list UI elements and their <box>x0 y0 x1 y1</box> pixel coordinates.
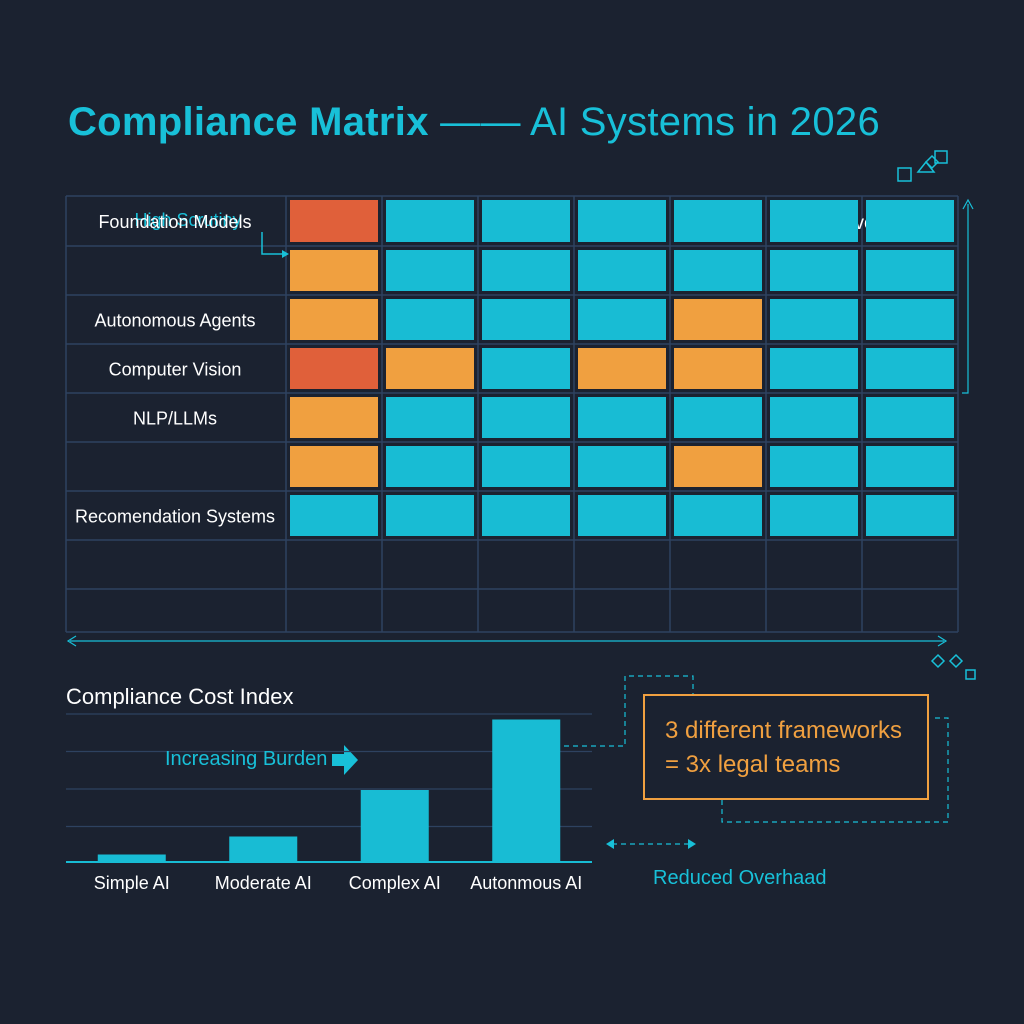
matrix-cell-low <box>866 200 954 242</box>
dashed-connector <box>564 675 694 747</box>
diamond-shape <box>948 653 964 669</box>
bar-category-label: Autonmous AI <box>470 873 582 893</box>
matrix-cell-low <box>386 200 474 242</box>
width-arrow-left-head <box>66 635 77 647</box>
matrix-cell-low <box>578 446 666 487</box>
callout-line-2: = 3x legal teams <box>665 751 841 778</box>
matrix-cell-low <box>482 348 570 389</box>
matrix-cell-low <box>674 250 762 291</box>
corner-arrowhead <box>282 250 289 258</box>
matrix-cell-low <box>482 495 570 536</box>
row-label: Computer Vision <box>109 360 242 380</box>
matrix-cell-low <box>482 446 570 487</box>
title-main: Compliance Matrix <box>68 100 429 144</box>
cost-chart-title: Compliance Cost Index <box>66 684 294 709</box>
matrix-cell-low <box>866 495 954 536</box>
diamond-shape <box>930 653 946 669</box>
row-label: Recomendation Systems <box>75 507 275 527</box>
matrix-cell-low <box>482 200 570 242</box>
bar <box>360 790 429 862</box>
matrix-cell-low <box>482 250 570 291</box>
matrix-cell-low <box>578 200 666 242</box>
corner-label-high-scrutiny: High Scrutiny <box>134 210 241 230</box>
matrix-cell-medium <box>290 397 378 438</box>
matrix-cell-low <box>770 348 858 389</box>
matrix-cell-low <box>866 446 954 487</box>
diamond-shape <box>924 154 940 170</box>
title-separator: —— <box>428 100 530 144</box>
matrix-cell-low <box>674 495 762 536</box>
row-label: Foundation Models <box>98 212 251 232</box>
burden-annotation: Increasing Burden <box>165 748 328 770</box>
bar <box>97 854 166 862</box>
callout-line-1: 3 different frameworks <box>665 717 902 744</box>
matrix-cell-low <box>770 446 858 487</box>
matrix-cell-low <box>386 446 474 487</box>
matrix-cell-high <box>290 348 378 389</box>
matrix-cell-low <box>866 299 954 340</box>
matrix-cell-low <box>770 299 858 340</box>
corner-connector <box>261 232 282 255</box>
square-shape <box>965 669 976 680</box>
matrix-cell-low <box>578 397 666 438</box>
matrix-cell-medium <box>290 250 378 291</box>
matrix-cell-medium <box>674 348 762 389</box>
small-square-shape <box>934 150 948 164</box>
reduced-overhead-label: Reduced Overhaad <box>653 867 827 889</box>
matrix-cell-low <box>866 397 954 438</box>
matrix-cell-low <box>674 397 762 438</box>
matrix-cell-medium <box>290 446 378 487</box>
matrix-cell-high <box>290 200 378 242</box>
bar-category-label: Moderate AI <box>215 873 312 893</box>
square-shape <box>897 167 912 182</box>
title-sub: AI Systems in 2026 <box>529 100 880 144</box>
matrix-cell-low <box>578 299 666 340</box>
matrix-cell-low <box>770 200 858 242</box>
matrix-cell-low <box>386 250 474 291</box>
matrix-cell-medium <box>290 299 378 340</box>
matrix-cell-low <box>770 495 858 536</box>
bar <box>492 719 561 862</box>
matrix-cell-low <box>770 397 858 438</box>
matrix-cell-low <box>770 250 858 291</box>
matrix-cell-low <box>482 397 570 438</box>
matrix-cell-low <box>290 495 378 536</box>
right-bracket-line <box>962 204 969 394</box>
matrix-cell-medium <box>674 446 762 487</box>
matrix-cell-low <box>674 200 762 242</box>
matrix-cell-low <box>866 348 954 389</box>
row-label: NLP/LLMs <box>133 409 217 429</box>
reduced-arrow-right-head <box>688 839 696 849</box>
dashed-connector <box>721 717 949 823</box>
reduced-arrow-left-head <box>606 839 614 849</box>
matrix-cell-medium <box>386 348 474 389</box>
matrix-cell-low <box>578 250 666 291</box>
right-bracket-arrowhead <box>962 198 974 210</box>
callout-box: 3 different frameworks = 3x legal teams <box>643 694 929 800</box>
matrix-cell-low <box>386 299 474 340</box>
matrix-cell-low <box>386 397 474 438</box>
matrix-cell-low <box>386 495 474 536</box>
row-label: Autonomous Agents <box>94 311 255 331</box>
bar-category-label: Complex AI <box>349 873 441 893</box>
burden-arrow-icon <box>332 745 358 775</box>
matrix-cell-low <box>578 495 666 536</box>
matrix-cell-low <box>482 299 570 340</box>
bar <box>229 836 298 862</box>
matrix-cell-low <box>866 250 954 291</box>
matrix-cell-medium <box>674 299 762 340</box>
page-title: Compliance Matrix —— AI Systems in 2026 <box>68 100 880 145</box>
matrix-cell-medium <box>578 348 666 389</box>
bar-category-label: Simple AI <box>94 873 170 893</box>
width-arrow-right-head <box>937 635 948 647</box>
